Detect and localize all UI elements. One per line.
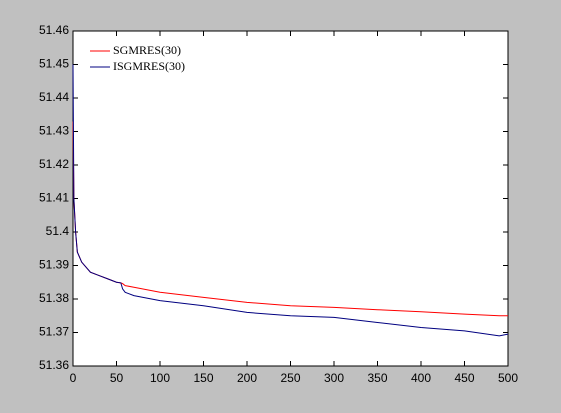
y-tick-label: 51.42 bbox=[39, 157, 69, 171]
y-tick-label: 51.44 bbox=[39, 90, 69, 104]
x-tick-label: 150 bbox=[193, 371, 213, 385]
x-tick-label: 450 bbox=[454, 371, 474, 385]
x-tick-label: 500 bbox=[498, 371, 518, 385]
x-tick-label: 100 bbox=[150, 371, 170, 385]
y-tick-label: 51.45 bbox=[39, 57, 69, 71]
y-tick-label: 51.4 bbox=[46, 224, 70, 238]
y-tick-label: 51.41 bbox=[39, 191, 69, 205]
x-tick-label: 200 bbox=[237, 371, 257, 385]
y-tick-label: 51.46 bbox=[39, 23, 69, 37]
x-tick-label: 250 bbox=[280, 371, 300, 385]
x-tick-label: 300 bbox=[324, 371, 344, 385]
y-tick-label: 51.38 bbox=[39, 291, 69, 305]
y-tick-label: 51.37 bbox=[39, 325, 69, 339]
plot-area bbox=[72, 30, 509, 367]
y-tick-label: 51.43 bbox=[39, 124, 69, 138]
y-tick-label: 51.39 bbox=[39, 258, 69, 272]
x-tick-label: 400 bbox=[411, 371, 431, 385]
series-line bbox=[72, 64, 509, 337]
x-tick-label: 0 bbox=[70, 371, 77, 385]
x-tick-label: 350 bbox=[367, 371, 387, 385]
legend-label: ISGMRES(30) bbox=[113, 59, 185, 73]
x-tick-label: 50 bbox=[110, 371, 124, 385]
legend-label: SGMRES(30) bbox=[113, 43, 181, 57]
y-tick-label: 51.36 bbox=[39, 358, 69, 372]
